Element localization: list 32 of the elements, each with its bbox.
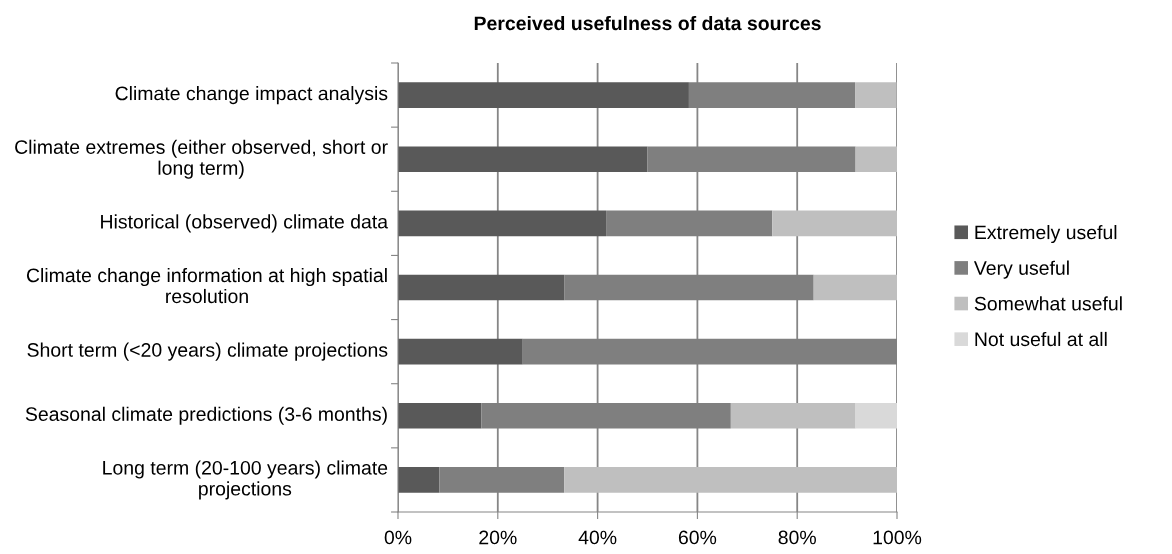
y-tick-label: Long term (20-100 years) climate projections [103,460,388,500]
bar [398,338,523,365]
chart-title: Perceived usefulness of data sources [474,15,821,31]
x-tick-label: 0% [384,530,412,545]
bar [855,146,897,173]
bar [398,467,440,493]
bar [398,82,689,108]
y-tick-label: Climate change impact analysis [115,86,388,105]
legend-label: Extremely useful [975,225,1117,244]
bar [398,274,565,301]
bar [564,467,897,493]
y-tick-label: Short term (<20 years) climate projections [27,342,388,361]
bar [398,210,607,237]
y-tick-label: Historical (observed) climate data [101,214,389,233]
bar [855,82,897,108]
bar [772,210,897,237]
y-tick-label: Climate change information at high spatial resolution [26,267,387,304]
x-tick-label: 80% [778,530,816,545]
x-tick-label: 100% [873,530,922,545]
legend-label: Not useful at all [975,331,1107,347]
x-tick-label: 40% [578,530,617,545]
bar [855,402,897,429]
legend-label: Somewhat useful [974,296,1122,311]
bar [813,274,897,301]
x-tick-label: 20% [479,530,517,545]
y-tick-label: Seasonal climate predictions (3-6 months) [25,406,387,425]
legend-label: Very useful [973,260,1069,279]
x-tick-label: 60% [678,530,717,545]
y-tick-label: Climate extremes (either observed, short or long term) [15,139,388,179]
bar [398,146,648,173]
bar [730,402,856,429]
bar [398,402,482,429]
